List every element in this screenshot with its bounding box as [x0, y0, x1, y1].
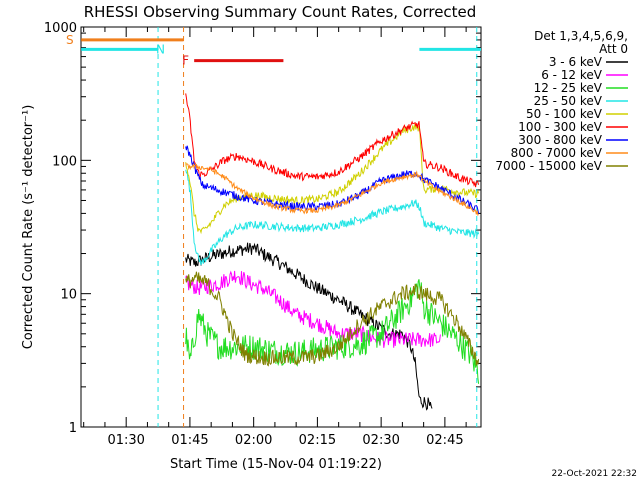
series-line-7: [185, 162, 479, 216]
y-axis-label: Corrected Count Rate (s⁻¹ detector⁻¹): [21, 105, 36, 350]
series-line-4: [185, 123, 480, 235]
series-line-8: [185, 271, 480, 367]
y-tick-label: 1: [69, 421, 77, 436]
y-tick-label: 10: [60, 288, 77, 303]
series-line-0: [185, 242, 433, 411]
flag-label: F: [182, 54, 189, 68]
x-tick-label: 01:45: [171, 433, 208, 448]
flag-bars: S N F: [66, 33, 481, 68]
x-tick-label: 02:30: [362, 433, 399, 448]
legend-label: 7000 - 15000 keV: [495, 159, 602, 173]
legend-label: 800 - 7000 keV: [511, 146, 603, 160]
x-tick-label: 02:15: [299, 433, 336, 448]
plot-frame: [80, 26, 482, 428]
legend-label: 25 - 50 keV: [534, 94, 603, 108]
y-tick-labels: 1 10 100 1000: [44, 21, 77, 436]
x-tick-label: 02:45: [426, 433, 463, 448]
legend-label: 50 - 100 keV: [526, 107, 603, 121]
flag-label: S: [66, 33, 74, 47]
legend-label: 12 - 25 keV: [534, 81, 603, 95]
plot-area: S N F: [66, 26, 482, 428]
series-line-3: [185, 169, 480, 266]
series-layer: [185, 93, 480, 411]
x-axis-label: Start Time (15-Nov-04 01:19:22): [170, 457, 382, 472]
legend-label: 3 - 6 keV: [549, 55, 603, 69]
legend-header-line1: Det 1,3,4,5,6,9,: [534, 29, 628, 43]
footer-date: 22-Oct-2021 22:32: [552, 469, 637, 479]
x-tick-label: 02:00: [235, 433, 272, 448]
legend-label: 100 - 300 keV: [518, 120, 602, 134]
tick-marks: [81, 27, 481, 428]
series-line-6: [185, 145, 480, 214]
legend-label: 6 - 12 keV: [541, 68, 603, 82]
chart-title: RHESSI Observing Summary Count Rates, Co…: [84, 3, 477, 21]
flag-label: N: [156, 42, 165, 56]
series-line-1: [185, 270, 441, 348]
x-tick-labels: 01:30 01:45 02:00 02:15 02:30 02:45: [107, 433, 463, 448]
x-tick-label: 01:30: [107, 433, 144, 448]
y-tick-label: 100: [52, 154, 77, 169]
y-tick-label: 1000: [44, 21, 77, 36]
series-line-5: [185, 93, 480, 188]
series-line-2: [185, 279, 480, 384]
legend-label: 300 - 800 keV: [518, 133, 602, 147]
legend-header-line2: Att 0: [599, 42, 628, 56]
